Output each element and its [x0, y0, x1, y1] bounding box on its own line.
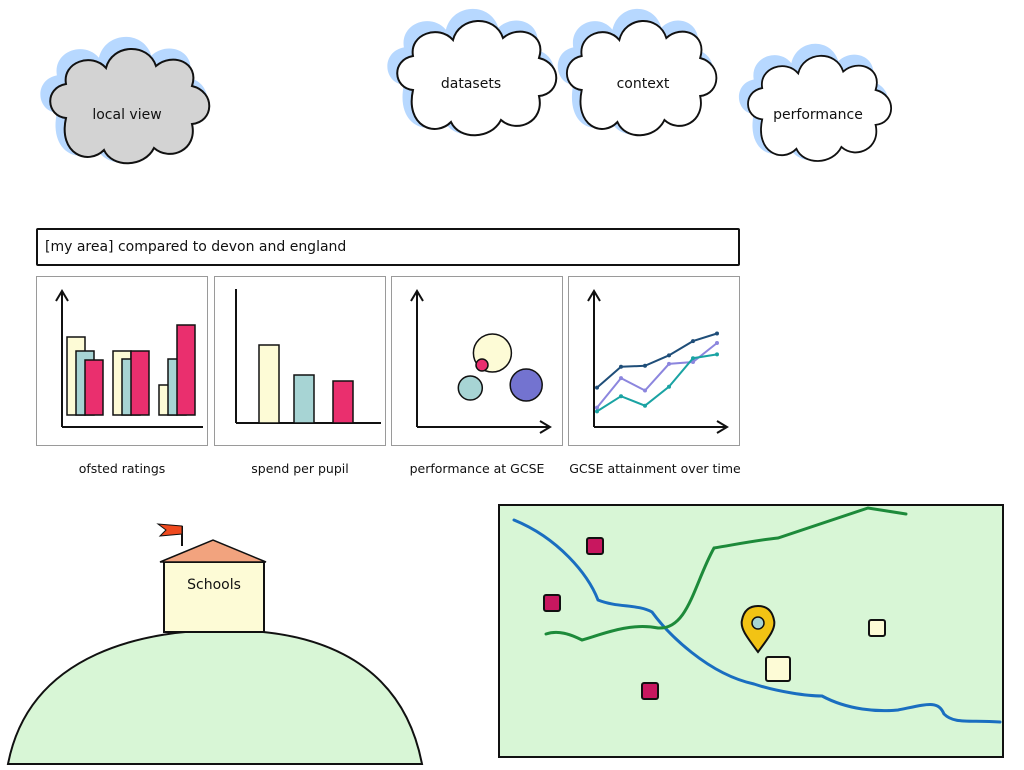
flag-icon: [156, 523, 183, 537]
bar: [258, 344, 280, 424]
river: [512, 518, 1002, 724]
spend-per-pupil-chart: [235, 289, 381, 424]
y-axis-arrow: [587, 289, 601, 302]
hill: [6, 628, 424, 765]
school-marker-icon[interactable]: [543, 594, 561, 612]
line-point: [667, 353, 671, 358]
gcse-attainment-over-time-chart: [587, 289, 729, 434]
caption-gcse-attainment-over-time: GCSE attainment over time: [569, 461, 741, 476]
local-area-map[interactable]: [498, 504, 1004, 758]
line-point: [595, 385, 599, 390]
x-axis-arrow: [716, 420, 729, 434]
line-point: [667, 384, 671, 389]
bar: [176, 324, 196, 416]
bar: [332, 380, 354, 424]
line-point: [643, 363, 647, 368]
line-point: [691, 360, 695, 364]
school-marker-icon[interactable]: [586, 537, 604, 555]
bubble: [509, 368, 543, 402]
bar: [130, 350, 150, 416]
cloud-label-local-view: local view: [92, 107, 162, 123]
schools-label: Schools: [187, 577, 241, 593]
chart-panel-gcse-over-time[interactable]: [568, 276, 740, 446]
caption-performance-at-gcse: performance at GCSE: [409, 461, 545, 476]
location-pin-icon[interactable]: [740, 604, 776, 654]
line-point: [715, 331, 719, 336]
schools-illustration[interactable]: [0, 510, 460, 770]
series-line: [596, 342, 718, 409]
road: [544, 506, 908, 642]
caption-ofsted-ratings: ofsted ratings: [78, 461, 166, 476]
cloud-label-datasets: datasets: [440, 76, 502, 92]
school-roof-icon: [159, 539, 267, 563]
cloud-performance-button[interactable]: [738, 43, 893, 162]
comparison-title: [my area] compared to devon and england: [45, 239, 347, 255]
x-axis-arrow: [539, 420, 552, 434]
performance-at-gcse-chart: [410, 289, 552, 434]
line-point: [715, 341, 719, 345]
school-marker-icon[interactable]: [868, 619, 886, 637]
series-line: [596, 353, 718, 413]
school-marker-icon[interactable]: [641, 682, 659, 700]
school-marker-icon[interactable]: [765, 656, 791, 682]
line-point: [667, 361, 671, 366]
cloud-datasets-button[interactable]: [387, 8, 558, 137]
cloud-local-view-button[interactable]: [40, 36, 211, 165]
bar: [293, 374, 315, 424]
line-point: [619, 376, 623, 381]
comparison-header: [my area] compared to devon and england: [36, 228, 740, 266]
line-point: [691, 356, 695, 361]
series-line: [596, 332, 718, 389]
cloud-label-performance: performance: [773, 107, 863, 123]
caption-spend-per-pupil: spend per pupil: [251, 461, 349, 476]
line-point: [643, 388, 647, 393]
chart-panel-ofsted[interactable]: [36, 276, 208, 446]
bar: [84, 359, 104, 416]
nav-clouds: [40, 8, 893, 165]
y-axis-arrow: [410, 289, 424, 302]
cloud-label-context: context: [616, 76, 670, 92]
y-axis-arrow: [55, 289, 69, 302]
line-point: [643, 403, 647, 408]
bubble: [475, 358, 489, 372]
cloud-context-button[interactable]: [557, 8, 718, 137]
ofsted-ratings-chart: [55, 289, 203, 428]
chart-panel-spend[interactable]: [214, 276, 386, 446]
line-point: [595, 409, 599, 414]
line-point: [595, 405, 599, 410]
school-building-icon: [163, 561, 265, 633]
chart-panel-gcse-performance[interactable]: [391, 276, 563, 446]
line-point: [619, 364, 623, 369]
bubble: [457, 375, 484, 401]
line-point: [691, 339, 695, 344]
line-point: [715, 352, 719, 357]
line-point: [619, 394, 623, 399]
